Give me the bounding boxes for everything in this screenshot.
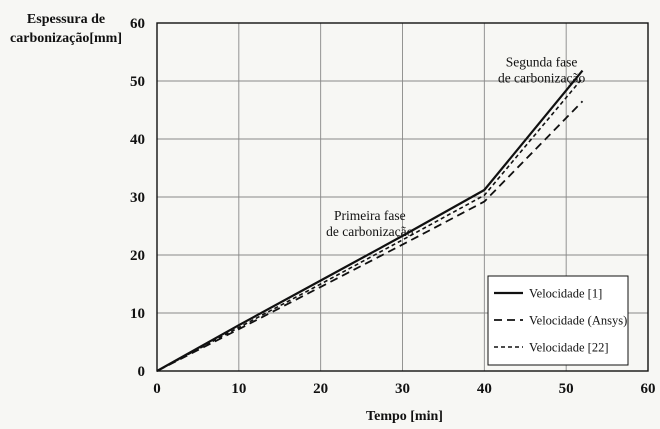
series-line-2: [156, 100, 584, 372]
tick-labels: 0 10 20 30 40 50 60 0 10 20 30 40 50 60: [130, 16, 656, 397]
x-tick-label: 40: [477, 381, 492, 397]
y-tick-label: 10: [130, 306, 145, 322]
annotation-1-line-1: Segunda fase: [506, 55, 578, 70]
annotation-2-line-1: Primeira fase: [334, 208, 406, 223]
y-tick-label: 20: [130, 248, 145, 264]
y-tick-label: 40: [130, 132, 145, 148]
plot-frame: [156, 22, 649, 372]
y-tick-label: 30: [130, 190, 145, 206]
legend-items: Velocidade [1] Velocidade (Ansys) Velocida…: [494, 287, 627, 355]
y-tick-label: 0: [138, 364, 146, 380]
x-tick-label: 10: [231, 381, 246, 397]
annotation-2-line-2: de carbonização: [326, 224, 414, 239]
y-tick-label: 60: [130, 16, 145, 32]
x-axis-title: Tempo [min]: [366, 409, 443, 424]
series-lines: [156, 69, 584, 372]
series-line-1: [156, 69, 584, 372]
legend-label-1: Velocidade [1]: [529, 287, 602, 301]
x-tick-label: 30: [395, 381, 410, 397]
x-tick-label: 60: [641, 381, 656, 397]
y-axis-title-line2: carbonização[mm]: [10, 31, 122, 46]
legend-label-2: Velocidade (Ansys): [529, 314, 627, 328]
annotation-1-line-2: de carbonização: [498, 71, 586, 86]
x-tick-label: 20: [313, 381, 328, 397]
y-axis-title-line1: Espessura de: [27, 12, 105, 27]
legend-label-3: Velocidade [22]: [529, 341, 608, 355]
y-tick-label: 50: [130, 74, 145, 90]
x-tick-label: 0: [153, 381, 161, 397]
series-line-3: [156, 77, 584, 372]
x-tick-label: 50: [559, 381, 574, 397]
legend: Velocidade [1] Velocidade (Ansys) Velocida…: [487, 275, 629, 366]
